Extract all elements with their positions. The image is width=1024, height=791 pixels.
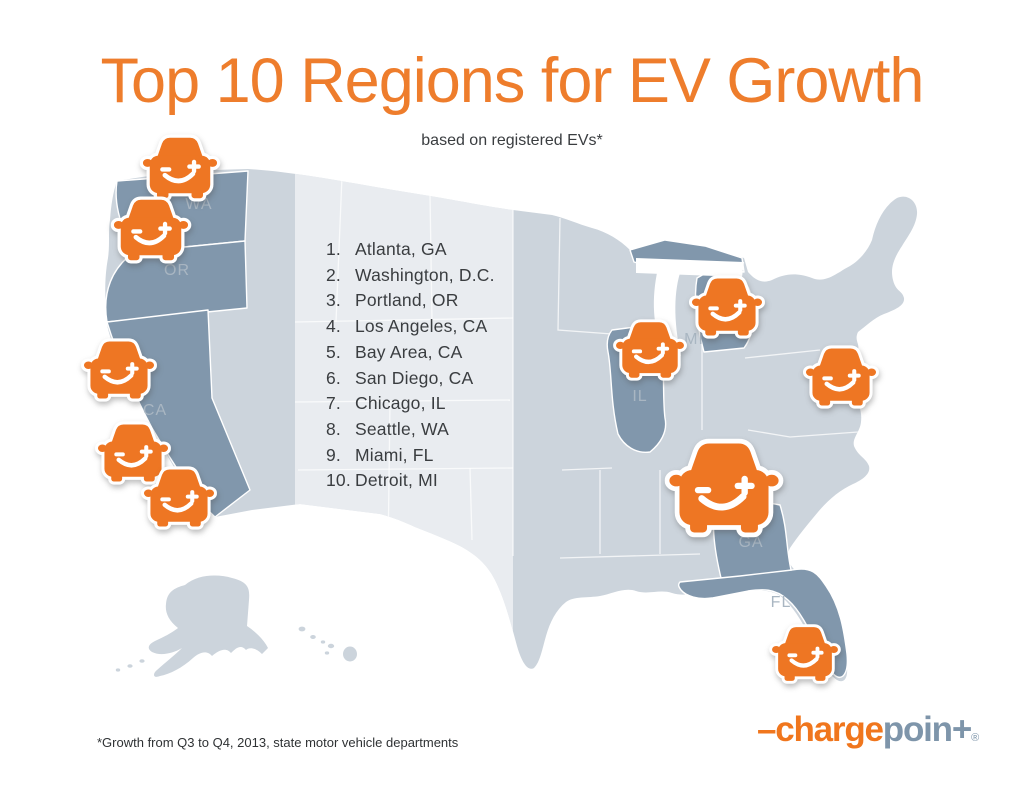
- car-face: [822, 369, 861, 392]
- plus-eye-icon-v: [660, 342, 665, 355]
- car-marker-miami: [769, 623, 841, 686]
- minus-eye-icon: [822, 376, 833, 381]
- state-label-fl: FL: [770, 594, 792, 611]
- minus-eye-icon: [114, 452, 125, 457]
- list-item: 10. Detroit, MI: [326, 470, 438, 491]
- car-marker-bay-area: [80, 337, 158, 404]
- smile-icon: [824, 380, 856, 392]
- list-item: 7. Chicago, IL: [326, 393, 446, 414]
- plus-eye-icon-v: [191, 159, 197, 174]
- car-marker-washington: [802, 344, 880, 411]
- car-face: [694, 475, 755, 511]
- minus-eye-icon: [160, 167, 172, 172]
- minus-eye-icon: [131, 229, 143, 234]
- minus-eye-icon: [100, 369, 111, 374]
- chargepoint-logo: –chargepoin+®: [756, 710, 979, 750]
- page-title: Top 10 Regions for EV Growth: [100, 46, 925, 116]
- list-item: 2. Washington, D.C.: [326, 264, 495, 285]
- car-marker-seattle: [139, 133, 221, 204]
- car-marker-detroit: [688, 274, 766, 341]
- plus-eye-icon-v: [815, 646, 820, 659]
- smile-icon: [710, 310, 742, 322]
- minus-eye-icon: [694, 486, 712, 494]
- plus-eye-icon-v: [144, 445, 149, 459]
- registered-trademark-icon: ®: [971, 732, 979, 744]
- regions-list: 1. Atlanta, GA 2. Washington, D.C. 3. Portl…: [326, 237, 495, 494]
- list-item: 4. Los Angeles, CA: [326, 316, 488, 337]
- smile-icon: [133, 233, 167, 246]
- minus-eye-icon: [708, 306, 719, 311]
- car-marker-atlanta: [664, 436, 784, 540]
- plus-eye-icon-v: [190, 490, 195, 504]
- state-label-or: OR: [164, 262, 190, 279]
- list-item: 9. Miami, FL: [326, 444, 434, 465]
- car-marker-san-diego: [140, 465, 218, 532]
- state-label-il: IL: [632, 388, 648, 405]
- smile-icon: [162, 171, 196, 184]
- minus-eye-icon: [787, 653, 798, 658]
- car-face: [708, 299, 747, 322]
- list-item: 1. Atlanta, GA: [326, 239, 447, 259]
- plus-eye-icon-v: [741, 475, 748, 496]
- smile-icon: [102, 373, 134, 385]
- state-label-mi: MI: [684, 331, 704, 348]
- state-alaska: [148, 575, 268, 677]
- smile-icon: [634, 353, 665, 365]
- state-label-ga: GA: [738, 534, 764, 551]
- car-face: [160, 159, 201, 184]
- subtitle: based on registered EVs*: [421, 132, 603, 149]
- list-item: 3. Portland, OR: [326, 290, 459, 311]
- plus-eye-icon-v: [162, 221, 168, 236]
- car-marker-portland: [110, 195, 192, 266]
- car-face: [100, 362, 139, 385]
- car-marker-los-angeles: [94, 420, 172, 487]
- list-item: 6. San Diego, CA: [326, 367, 474, 388]
- smile-icon: [698, 493, 747, 511]
- minus-eye-icon: [160, 497, 171, 502]
- minus-eye-icon: [631, 349, 643, 354]
- plus-eye-icon-v: [738, 299, 743, 313]
- car-marker-chicago: [613, 318, 687, 383]
- alaska-aleutians: [115, 659, 145, 672]
- car-face: [114, 445, 153, 468]
- list-item: 8. Seattle, WA: [326, 418, 449, 439]
- state-hawaii: [298, 626, 357, 662]
- smile-icon: [162, 501, 194, 513]
- smile-icon: [116, 456, 148, 468]
- footnote: *Growth from Q3 to Q4, 2013, state motor…: [97, 735, 459, 750]
- state-label-ca: CA: [142, 402, 168, 419]
- car-face: [631, 342, 670, 365]
- car-face: [160, 490, 199, 513]
- list-item: 5. Bay Area, CA: [326, 341, 463, 362]
- car-face: [787, 646, 824, 668]
- plus-eye-icon-v: [130, 362, 135, 376]
- smile-icon: [789, 657, 819, 668]
- car-face: [131, 221, 172, 246]
- plus-eye-icon-v: [852, 369, 857, 383]
- logo-charge-segment: –charge: [756, 710, 884, 749]
- logo-point-segment: poin+: [882, 710, 973, 749]
